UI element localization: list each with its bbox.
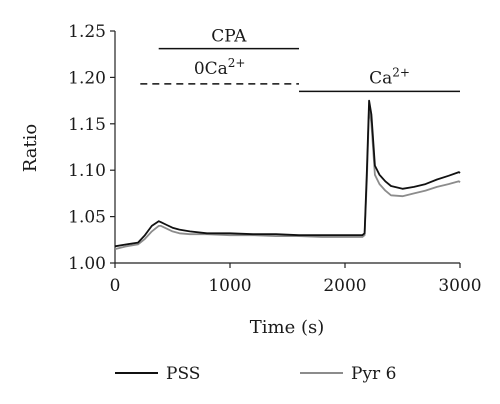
series-line-pyr-6 <box>114 106 461 250</box>
axes: 1.00 1.05 1.10 1.15 1.20 1.25 0 1000 2000 3000 <box>68 22 481 296</box>
series-line-pss <box>114 99 461 248</box>
legend-label-pss: PSS <box>166 364 200 384</box>
legend-label-pyr6: Pyr 6 <box>351 364 396 384</box>
y-axis-label: Ratio <box>20 124 41 173</box>
x-tick-label: 3000 <box>438 276 481 296</box>
x-axis-label: Time (s) <box>250 317 325 338</box>
legend: PSS Pyr 6 <box>115 364 396 384</box>
x-tick-label: 2000 <box>323 276 366 296</box>
x-tick-label: 0 <box>110 276 121 296</box>
cpa-label: CPA <box>211 27 247 47</box>
annotations: CPA 0Ca2+ Ca2+ <box>140 27 460 93</box>
y-tick-label: 1.00 <box>68 254 106 274</box>
y-tick-label: 1.25 <box>68 22 106 42</box>
y-tick-label: 1.20 <box>68 68 106 88</box>
zero-calcium-label: 0Ca2+ <box>194 56 246 79</box>
y-tick-label: 1.05 <box>68 208 106 228</box>
y-tick-label: 1.10 <box>68 161 106 181</box>
y-tick-label: 1.15 <box>68 115 106 135</box>
x-tick-label: 1000 <box>208 276 251 296</box>
calcium-label: Ca2+ <box>369 65 410 88</box>
plot-area <box>114 99 461 250</box>
